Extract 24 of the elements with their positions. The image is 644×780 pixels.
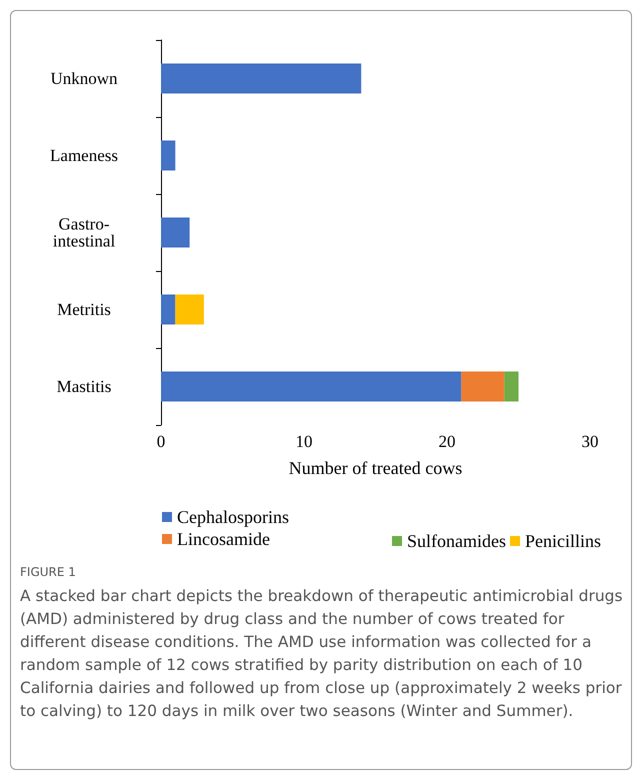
bar [161,64,362,94]
bar [161,294,176,324]
y-tick-label: Metritis [57,300,111,319]
bar [161,218,190,248]
legend-label: Sulfonamides [407,531,506,551]
x-tick-label: 10 [296,432,312,451]
y-tick-label: Gastro- intestinal [52,214,116,250]
x-tick-label: 20 [438,432,456,451]
bar [175,294,204,324]
x-axis-title: Number of treated cows [288,458,462,478]
bar [461,372,504,402]
bar [161,372,462,402]
x-tick-label: 30 [582,432,598,451]
text: A stacked bar chart depicts the breakdown of therapeutic antimicrobial drugs (AMD) administered by drug class and the number of cows treated for different disease conditions. The AMD use information was collected for a random sample of 12 cows stratified by parity distribution on each of 10 California dairies and followed up from close up (approximately 2 weeks prior to calving) to 120 days in milk over two seasons (Winter and Summer). [20,586,624,722]
legend-label: Lincosamide [177,529,270,549]
y-tick-label: Lameness [50,146,118,165]
y-tick-label: Unknown [50,69,118,88]
bar [504,372,518,402]
legend-label: Penicillins [524,531,601,551]
y-tick-label: Mastitis [56,377,112,396]
bar [161,140,176,170]
legend-label: Cephalosporins [177,507,289,527]
caption: FIGURE 1 [20,565,77,579]
x-tick-label: 0 [156,432,166,451]
